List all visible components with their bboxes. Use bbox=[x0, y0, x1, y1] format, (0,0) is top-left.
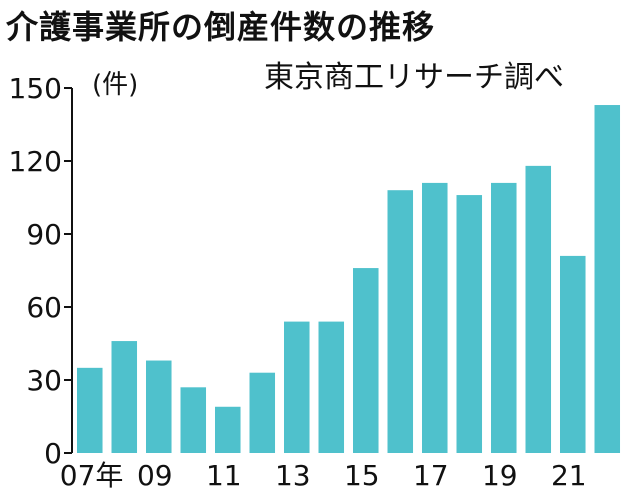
bar-10 bbox=[180, 387, 207, 453]
bar-20 bbox=[525, 165, 552, 453]
bar-21 bbox=[560, 255, 586, 453]
y-axis-unit: (件) bbox=[92, 70, 139, 100]
x-tick-label: 21 bbox=[551, 459, 587, 492]
chart-title: 介護事業所の倒産件数の推移 bbox=[6, 8, 436, 46]
y-tick-label: 90 bbox=[26, 218, 62, 251]
x-tick-label: 11 bbox=[206, 459, 242, 492]
bar-18 bbox=[456, 195, 483, 454]
bar-19 bbox=[491, 182, 517, 453]
x-tick-label: 13 bbox=[275, 459, 311, 492]
y-tick-label: 0 bbox=[44, 437, 62, 470]
y-tick-label: 30 bbox=[26, 364, 62, 397]
bar-08 bbox=[111, 341, 138, 453]
x-tick-label: 07年 bbox=[60, 459, 124, 492]
bar-11 bbox=[215, 406, 241, 453]
x-tick-label: 15 bbox=[344, 459, 380, 492]
y-tick-label: 150 bbox=[9, 72, 62, 105]
bar-07 bbox=[77, 367, 103, 453]
bar-13 bbox=[284, 321, 310, 453]
bar-14 bbox=[318, 321, 345, 453]
source-note: 東京商工リサーチ調べ bbox=[264, 60, 564, 95]
x-tick-label: 19 bbox=[482, 459, 518, 492]
bar-12 bbox=[249, 372, 276, 453]
bar-17 bbox=[422, 182, 448, 453]
bar-16 bbox=[387, 190, 414, 453]
y-tick-label: 60 bbox=[26, 291, 62, 324]
y-tick-label: 120 bbox=[9, 145, 62, 178]
bar-09 bbox=[146, 360, 172, 453]
x-tick-label: 17 bbox=[413, 459, 449, 492]
bar-15 bbox=[353, 268, 379, 453]
x-tick-label: 09 bbox=[137, 459, 173, 492]
bar-22 bbox=[594, 105, 621, 454]
